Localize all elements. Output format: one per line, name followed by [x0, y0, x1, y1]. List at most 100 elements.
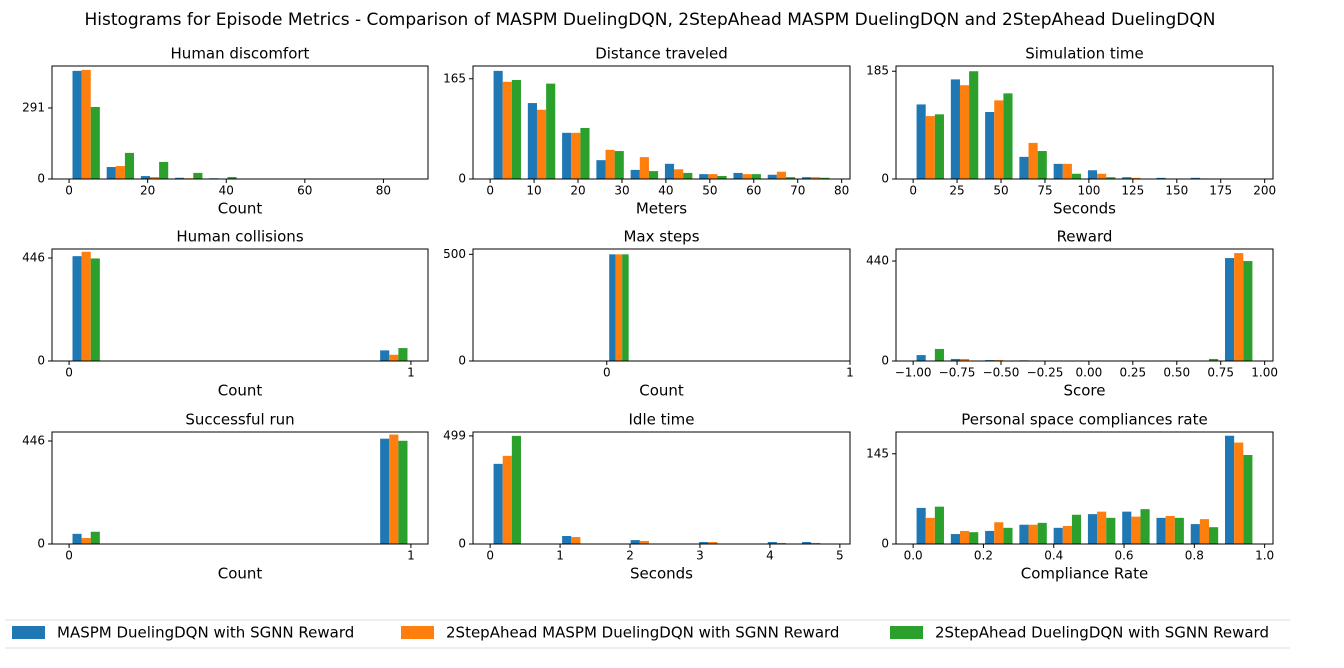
subplot-title: Simulation time [1025, 45, 1144, 63]
axes-frame [472, 248, 851, 362]
y-tick-label: 0 [37, 537, 45, 551]
bar [398, 348, 408, 361]
bar [1174, 517, 1184, 544]
bar [767, 542, 777, 544]
bar [1243, 261, 1253, 361]
subplot-title: Reward [1057, 228, 1113, 246]
x-tick-label: 80 [376, 184, 391, 198]
bar [1003, 93, 1013, 179]
x-tick-label: 4 [766, 549, 774, 563]
bar [959, 85, 970, 179]
y-tick-label: 440 [866, 254, 889, 268]
bar [124, 152, 135, 179]
bar [115, 166, 125, 179]
x-tick-label: 0.6 [1114, 549, 1133, 563]
x-tick-label: −0.75 [939, 366, 976, 380]
bar [751, 174, 761, 179]
bar [959, 530, 970, 544]
x-tick-label: 1 [407, 366, 415, 380]
x-tick-label: 70 [790, 184, 805, 198]
x-tick-label: 0 [909, 184, 917, 198]
legend-label: MASPM DuelingDQN with SGNN Reward [57, 624, 354, 642]
axes-frame [472, 65, 851, 180]
bar [1165, 516, 1175, 544]
bar [493, 70, 503, 179]
bar [615, 254, 623, 361]
bar [1106, 177, 1116, 179]
bar [1037, 522, 1047, 544]
figure-title: Histograms for Episode Metrics - Compari… [84, 10, 1215, 30]
legend-swatch [12, 626, 45, 639]
bar [227, 177, 237, 179]
bar [140, 176, 150, 179]
bar [502, 455, 512, 544]
bar [820, 177, 830, 179]
bar [1028, 524, 1038, 544]
y-tick-label: 165 [443, 71, 466, 85]
y-tick-label: 185 [866, 64, 889, 78]
x-tick-label: 0.25 [1119, 366, 1146, 380]
bar [934, 114, 944, 179]
x-tick-label: 0.50 [1163, 366, 1190, 380]
bar [776, 171, 787, 179]
x-tick-label: 50 [993, 184, 1008, 198]
bar [398, 440, 408, 544]
bar [1087, 170, 1098, 179]
axes-frame [895, 248, 1274, 362]
bar [934, 348, 944, 361]
bar [767, 174, 777, 179]
bar [1097, 511, 1107, 544]
bar [536, 109, 547, 179]
bar [916, 355, 926, 361]
y-tick-label: 0 [881, 537, 889, 551]
legend-label: 2StepAhead DuelingDQN with SGNN Reward [935, 624, 1269, 642]
bar [511, 79, 521, 179]
x-tick-label: 40 [658, 184, 673, 198]
x-tick-label: 2 [626, 549, 634, 563]
bar [648, 171, 659, 179]
bar [380, 438, 390, 544]
bar [916, 104, 926, 179]
bar [717, 175, 727, 179]
bar [1087, 514, 1098, 544]
bar [527, 103, 537, 179]
bar [81, 537, 91, 544]
bar [630, 169, 640, 179]
bar [193, 172, 203, 179]
bar [699, 542, 709, 544]
bar [708, 174, 718, 179]
bar [1234, 442, 1244, 544]
x-tick-label: 0 [486, 184, 494, 198]
bar [511, 435, 521, 544]
y-tick-label: 0 [881, 354, 889, 368]
bar [683, 172, 693, 179]
bar [72, 70, 82, 179]
bar [1071, 173, 1082, 179]
bar [571, 132, 581, 179]
bar [1053, 163, 1063, 179]
axes-frame [895, 431, 1274, 545]
bar [580, 127, 590, 179]
x-axis-label: Compliance Rate [1021, 565, 1148, 583]
bar [1097, 173, 1107, 179]
x-tick-label: 50 [702, 184, 717, 198]
bar [1071, 514, 1082, 544]
x-tick-label: −1.00 [895, 366, 932, 380]
bar [994, 522, 1004, 544]
bar [1225, 435, 1235, 544]
bar [605, 149, 615, 179]
bar [1156, 177, 1166, 179]
y-tick-label: 0 [881, 172, 889, 186]
subplot-title: Successful run [185, 411, 294, 429]
bar [72, 256, 82, 361]
x-tick-label: 5 [836, 549, 844, 563]
x-tick-label: 0 [486, 549, 494, 563]
bar [1037, 151, 1047, 179]
subplot-title: Distance traveled [595, 45, 728, 63]
x-axis-label: Count [218, 200, 263, 218]
legend-swatch [890, 626, 923, 639]
x-tick-label: 0 [65, 184, 73, 198]
x-tick-label: 1 [556, 549, 564, 563]
bar [925, 116, 935, 179]
bar [389, 354, 399, 361]
